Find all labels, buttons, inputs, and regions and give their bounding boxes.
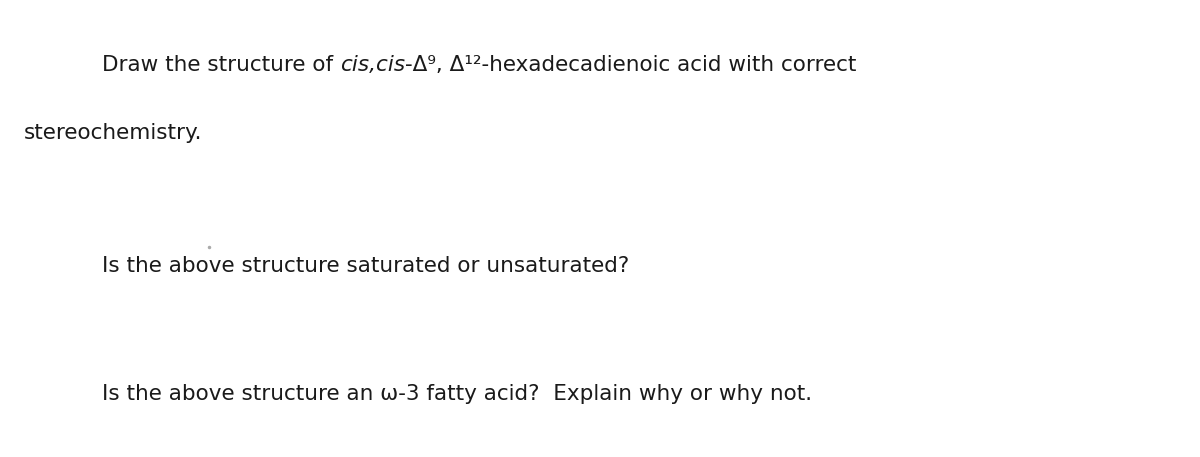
Text: -Δ⁹, Δ¹²-hexadecadienoic acid with correct: -Δ⁹, Δ¹²-hexadecadienoic acid with corre… bbox=[406, 55, 857, 75]
Text: Is the above structure an ω-3 fatty acid?  Explain why or why not.: Is the above structure an ω-3 fatty acid… bbox=[102, 384, 812, 404]
Text: cis,cis: cis,cis bbox=[340, 55, 406, 75]
Text: stereochemistry.: stereochemistry. bbox=[24, 123, 203, 143]
Text: Draw the structure of: Draw the structure of bbox=[102, 55, 340, 75]
Text: Is the above structure saturated or unsaturated?: Is the above structure saturated or unsa… bbox=[102, 256, 629, 276]
